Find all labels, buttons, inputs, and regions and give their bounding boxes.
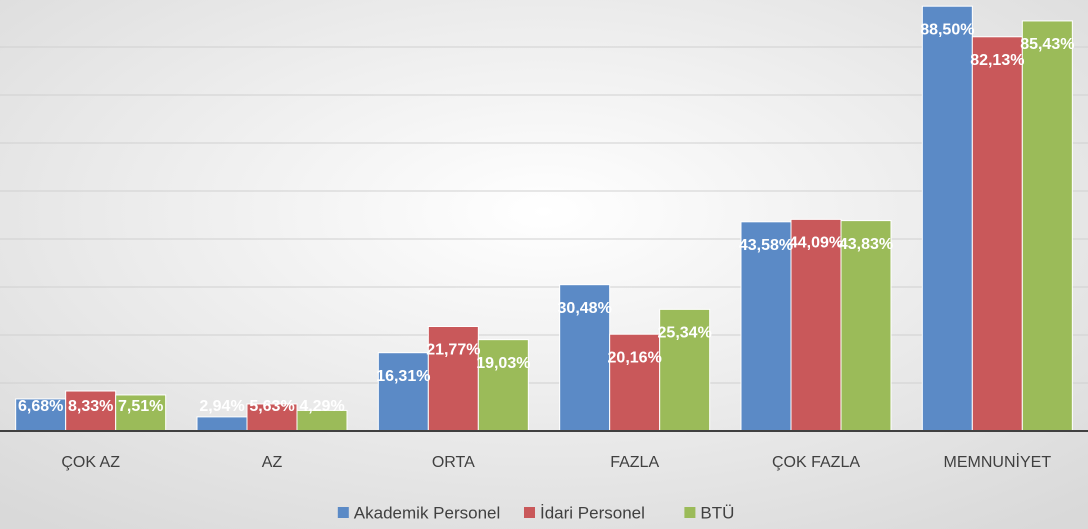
bar <box>15 398 67 432</box>
bar <box>1021 20 1073 432</box>
data-label: 19,03% <box>476 355 530 372</box>
legend-label: BTÜ <box>700 503 734 522</box>
bar <box>971 36 1023 432</box>
data-label: 7,51% <box>118 398 163 415</box>
bar <box>840 220 892 432</box>
bar <box>477 339 529 432</box>
x-tick-label: FAZLA <box>610 454 659 471</box>
legend-label: Akademik Personel <box>354 503 500 522</box>
legend-swatch <box>684 507 696 518</box>
bar <box>377 352 429 432</box>
data-label: 43,58% <box>739 237 793 254</box>
data-label: 2,94% <box>199 398 244 415</box>
data-label: 4,29% <box>299 398 344 415</box>
data-label: 5,63% <box>249 398 294 415</box>
bar <box>246 403 298 432</box>
data-label: 85,43% <box>1020 36 1074 53</box>
data-label: 25,34% <box>658 325 712 342</box>
bar <box>659 308 711 432</box>
x-tick-label: ÇOK AZ <box>61 454 120 471</box>
bar <box>65 390 117 432</box>
data-label: 16,31% <box>376 368 430 385</box>
x-tick-label: AZ <box>262 454 283 471</box>
x-tick-label: MEMNUNİYET <box>944 452 1052 471</box>
bar <box>740 221 792 432</box>
x-tick-label: ORTA <box>432 454 475 471</box>
data-label: 44,09% <box>789 235 843 252</box>
data-label: 8,33% <box>68 398 113 415</box>
legend-label: İdari Personel <box>540 503 645 522</box>
legend-swatch <box>524 507 535 518</box>
data-label: 43,83% <box>839 236 893 253</box>
bar <box>196 416 248 432</box>
data-label: 21,77% <box>426 342 480 359</box>
data-label: 6,68% <box>18 398 63 415</box>
x-tick-label: ÇOK FAZLA <box>772 454 860 471</box>
bar <box>609 333 661 432</box>
data-label: 30,48% <box>558 300 612 317</box>
data-label: 88,50% <box>920 21 974 38</box>
bar <box>921 5 973 432</box>
legend-swatch <box>337 507 349 518</box>
data-label: 20,16% <box>608 349 662 366</box>
data-label: 82,13% <box>970 52 1024 69</box>
bar <box>790 218 842 432</box>
